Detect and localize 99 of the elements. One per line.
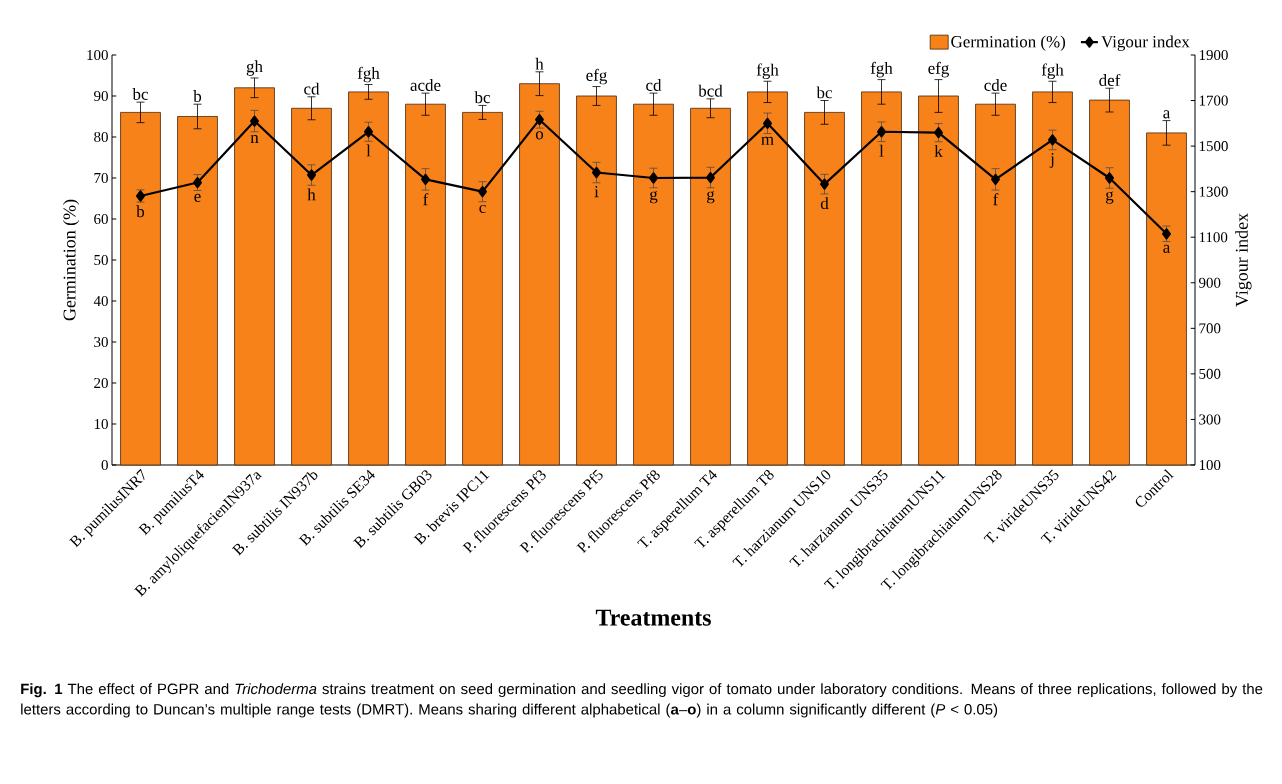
bar xyxy=(1146,132,1187,466)
bar xyxy=(633,103,674,466)
data-label: fgh xyxy=(756,63,779,80)
point xyxy=(478,186,487,198)
data-label: g xyxy=(1106,191,1114,204)
point xyxy=(1162,228,1171,240)
data-label: e xyxy=(194,193,201,202)
y2-tick-label: 1300 xyxy=(1199,186,1228,197)
data-label: acde xyxy=(410,79,441,91)
bar xyxy=(519,83,560,466)
y-tick-label: 20 xyxy=(94,377,108,389)
legend-label: Vigour index xyxy=(1101,35,1190,51)
data-label: cde xyxy=(984,79,1007,91)
data-label: fgh xyxy=(1041,63,1064,80)
data-label: f xyxy=(423,193,429,206)
bar xyxy=(462,111,503,466)
point xyxy=(934,127,943,139)
legend-label: Germination (%) xyxy=(951,35,1066,51)
data-label: n xyxy=(250,134,259,143)
data-label: d xyxy=(820,197,829,210)
data-label: c xyxy=(479,204,486,214)
data-label: h xyxy=(535,57,544,70)
data-label: l xyxy=(366,144,371,157)
y2-tick-label: 1100 xyxy=(1199,232,1228,243)
bar xyxy=(804,111,845,466)
y2-tick-label: 1500 xyxy=(1199,141,1228,152)
bar xyxy=(405,103,446,466)
point xyxy=(1048,134,1057,146)
y-tick-label: 100 xyxy=(87,49,108,61)
y2-tick-label: 1900 xyxy=(1199,49,1228,61)
data-label: cd xyxy=(646,79,662,91)
data-label: f xyxy=(993,193,999,206)
point xyxy=(820,178,829,190)
point xyxy=(649,172,658,184)
y-tick-label: 80 xyxy=(94,131,108,143)
y2-tick-label: 100 xyxy=(1199,459,1221,471)
y-tick-label: 70 xyxy=(94,172,108,184)
data-label: a xyxy=(1163,110,1171,119)
data-label: b xyxy=(193,90,202,102)
bar xyxy=(747,91,788,466)
data-label: def xyxy=(1099,73,1121,87)
y-tick-label: 60 xyxy=(94,213,108,225)
point xyxy=(877,126,886,138)
point xyxy=(421,173,430,185)
y2-tick-label: 500 xyxy=(1199,368,1221,379)
point xyxy=(535,114,544,126)
bar xyxy=(690,107,731,466)
bar xyxy=(348,91,389,466)
bar xyxy=(1032,91,1073,466)
point xyxy=(991,173,1000,185)
point xyxy=(364,126,373,138)
point xyxy=(1105,172,1114,184)
data-label: g xyxy=(650,190,658,204)
y2-tick-label: 300 xyxy=(1199,414,1221,425)
point xyxy=(763,117,772,129)
point xyxy=(307,169,316,181)
y2-axis-title: Vigour index xyxy=(1235,213,1252,307)
data-label: bc xyxy=(474,91,490,104)
data-label: i xyxy=(594,185,599,198)
y-tick-label: 30 xyxy=(94,336,108,348)
x-axis-title: Treatments xyxy=(595,609,711,626)
data-label: fgh xyxy=(870,61,893,78)
y2-tick-label: 900 xyxy=(1199,277,1221,288)
y2-tick-label: 1700 xyxy=(1199,95,1228,106)
data-label: bcd xyxy=(698,84,723,97)
bar xyxy=(291,107,332,466)
bar xyxy=(975,103,1016,466)
y-tick-label: 50 xyxy=(94,254,108,266)
data-label: bc xyxy=(816,86,832,99)
y-axis-title: Germination (%) xyxy=(62,199,80,321)
y-tick-label: 10 xyxy=(94,418,108,430)
bar xyxy=(1089,99,1130,466)
data-label: efg xyxy=(586,68,607,85)
text: Fig. 1 The effect of PGPR and Trichoderma strains treatment on seed germination and seedling vigor of tomato under laboratory conditions. Means of three replications, followed by the letters according to Duncan’s multiple range tests (DMRT). Means sharing different alphabetical (a–o) in a column significantly different (P < 0.05) xyxy=(21,683,1263,718)
bar xyxy=(177,116,218,466)
data-label: g xyxy=(707,190,715,204)
data-label: m xyxy=(761,136,774,145)
bar xyxy=(918,95,959,466)
y-tick-label: 40 xyxy=(93,295,108,307)
y-tick-label: 0 xyxy=(101,459,108,471)
data-label: efg xyxy=(928,61,949,78)
data-label: gh xyxy=(246,60,263,76)
data-label: o xyxy=(535,131,544,140)
data-label: k xyxy=(934,144,943,157)
data-label: fgh xyxy=(357,66,380,83)
bar xyxy=(861,91,902,466)
data-label: h xyxy=(307,188,316,201)
bar xyxy=(576,95,617,466)
data-label: a xyxy=(1163,244,1171,253)
bar xyxy=(234,87,275,466)
y-tick-label: 90 xyxy=(94,90,108,102)
y2-tick-label: 700 xyxy=(1199,323,1221,334)
data-label: l xyxy=(879,144,884,157)
data-label: cd xyxy=(304,82,320,95)
data-label: bc xyxy=(132,88,148,100)
bar xyxy=(120,111,161,466)
data-label: b xyxy=(136,205,145,218)
data-label: j xyxy=(1049,152,1054,168)
point xyxy=(250,115,259,127)
